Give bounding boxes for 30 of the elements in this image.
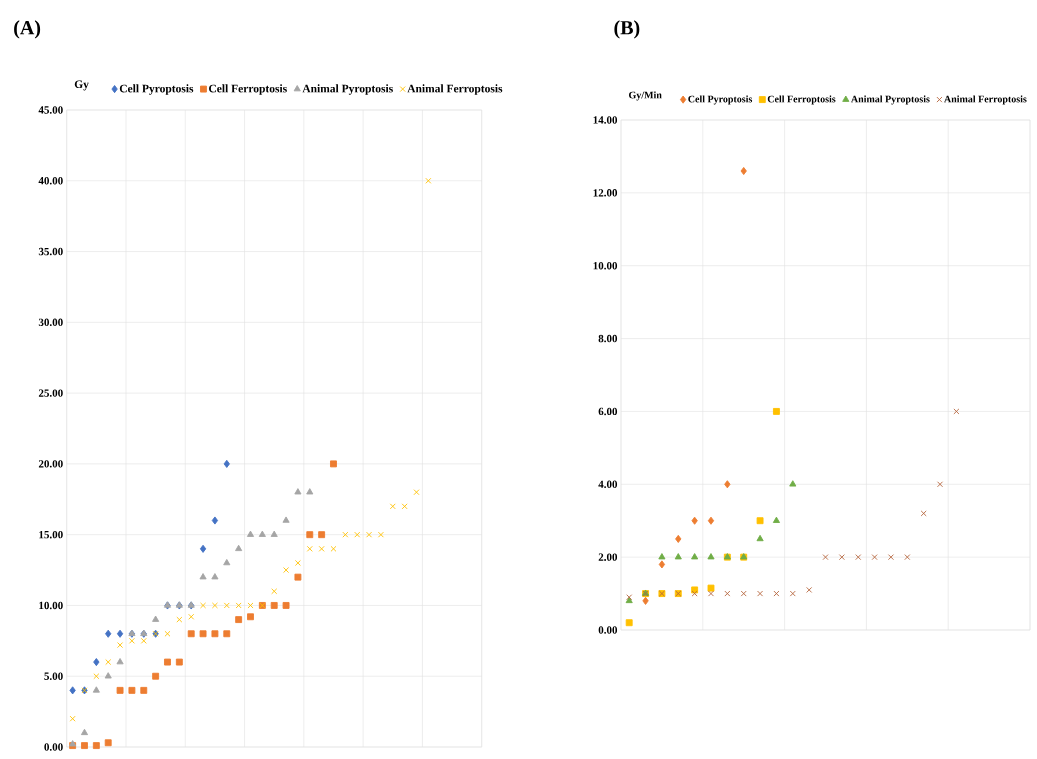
legend-label: Cell Pyroptosis	[688, 95, 753, 105]
legend-label: Animal Ferroptosis	[407, 84, 503, 95]
y-tick-label: 10.00	[593, 261, 618, 270]
y-tick-label: 40.00	[38, 177, 63, 185]
y-tick-label: 12.00	[593, 189, 618, 197]
legend-label: Cell Ferroptosis	[767, 95, 836, 105]
legend-label: Animal Pyroptosis	[302, 84, 393, 95]
y-tick-label: 6.00	[598, 407, 618, 416]
y-tick-label: 8.00	[598, 334, 618, 343]
y-tick-label: 20.00	[38, 460, 63, 468]
chart-title: (B)	[614, 20, 640, 39]
y-tick-label: 15.00	[39, 530, 63, 539]
y-tick-label: 25.00	[38, 389, 63, 397]
y-tick-label: 30.00	[38, 318, 63, 327]
y-tick-label: 10.00	[39, 601, 63, 610]
y-tick-label: 14.00	[593, 116, 618, 124]
y-axis-title: Gy	[74, 80, 89, 91]
y-tick-label: 5.00	[44, 672, 63, 680]
chart-title: (A)	[14, 20, 41, 39]
y-tick-label: 0.00	[598, 626, 618, 634]
legend-label: Animal Pyroptosis	[851, 95, 930, 105]
y-tick-label: 4.00	[598, 480, 618, 489]
y-tick-label: 0.00	[44, 743, 63, 751]
legend-label: Cell Pyroptosis	[119, 84, 194, 95]
y-tick-label: 35.00	[38, 247, 63, 256]
legend-label: Cell Ferroptosis	[209, 84, 287, 95]
y-tick-label: 2.00	[598, 553, 618, 561]
legend-label: Animal Ferroptosis	[944, 95, 1027, 105]
y-tick-label: 45.00	[38, 106, 63, 114]
y-axis-title: Gy/Min	[629, 91, 662, 101]
